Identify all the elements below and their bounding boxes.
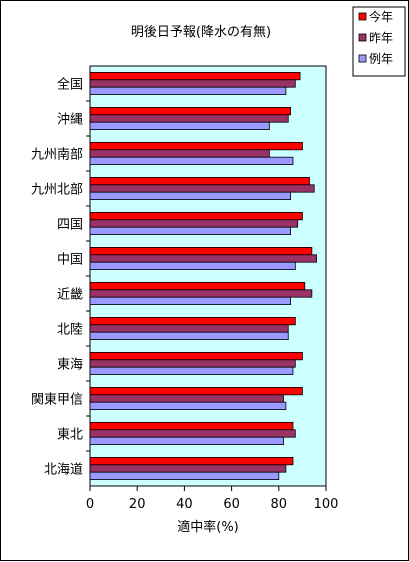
category-label: 四国 <box>57 218 83 233</box>
chart-title: 明後日予報(降水の有無) <box>131 25 271 40</box>
bar-例年-北海道 <box>89 471 280 481</box>
bar-今年-全国 <box>89 72 301 81</box>
category-label: 九州北部 <box>31 183 83 198</box>
bar-例年-関東甲信 <box>89 401 287 411</box>
bar-昨年-東海 <box>89 359 296 368</box>
category-label: 全国 <box>57 77 83 93</box>
bar-例年-北陸 <box>89 331 289 341</box>
bar-今年-九州南部 <box>89 141 303 151</box>
bar-例年-沖縄 <box>89 121 270 130</box>
bar-今年-沖縄 <box>89 107 292 116</box>
legend-label: 例年 <box>369 52 393 66</box>
legend-label: 昨年 <box>369 31 393 45</box>
category-label: 関東甲信 <box>31 392 83 408</box>
bar-昨年-北陸 <box>89 324 289 333</box>
x-tick-label: 0 <box>86 497 94 512</box>
bar-例年-東北 <box>89 436 284 446</box>
bar-例年-全国 <box>89 86 287 95</box>
category-label: 近畿 <box>57 288 83 303</box>
bar-昨年-関東甲信 <box>89 394 284 403</box>
legend-swatch <box>358 54 367 63</box>
category-label: 東北 <box>57 427 83 443</box>
bar-昨年-全国 <box>89 79 296 88</box>
bar-昨年-九州南部 <box>89 149 270 158</box>
x-tick-label: 60 <box>223 497 240 512</box>
bar-昨年-中国 <box>89 254 317 263</box>
bar-昨年-北海道 <box>89 464 287 473</box>
bar-今年-近畿 <box>89 281 306 291</box>
bar-例年-東海 <box>89 366 294 376</box>
x-axis: 0 20 40 60 80 100 <box>86 486 339 512</box>
bar-今年-中国 <box>89 246 313 256</box>
bar-今年-東海 <box>89 351 303 361</box>
bar-今年-四国 <box>89 211 303 221</box>
category-label: 九州南部 <box>31 147 83 163</box>
x-tick-label: 40 <box>176 497 193 512</box>
bar-例年-近畿 <box>89 296 292 306</box>
bar-今年-関東甲信 <box>89 386 303 396</box>
x-tick-label: 20 <box>129 497 146 512</box>
bar-今年-北海道 <box>89 456 294 466</box>
bar-昨年-九州北部 <box>89 184 315 193</box>
bar-例年-四国 <box>89 226 292 235</box>
plot-area <box>89 65 327 487</box>
bar-今年-東北 <box>89 421 294 431</box>
bar-昨年-四国 <box>89 219 299 228</box>
category-label: 北海道 <box>44 463 83 478</box>
category-label: 沖縄 <box>57 113 83 128</box>
legend-swatch <box>358 33 367 42</box>
bar-例年-九州南部 <box>89 156 294 165</box>
x-tick-label: 100 <box>314 497 339 512</box>
bar-例年-中国 <box>89 261 296 271</box>
bar-昨年-近畿 <box>89 289 313 298</box>
x-tick-label: 80 <box>271 497 288 512</box>
x-axis-label: 適中率(%) <box>177 519 239 535</box>
category-label: 北陸 <box>57 322 83 338</box>
bar-例年-九州北部 <box>89 191 292 200</box>
category-label: 東海 <box>57 357 83 373</box>
bar-今年-北陸 <box>89 316 296 326</box>
bar-今年-九州北部 <box>89 176 310 186</box>
legend-swatch <box>358 12 367 21</box>
bar-昨年-沖縄 <box>89 114 289 123</box>
category-label: 中国 <box>57 253 83 268</box>
legend-label: 今年 <box>369 9 393 24</box>
bars-group <box>89 72 317 481</box>
bar-昨年-東北 <box>89 429 296 438</box>
